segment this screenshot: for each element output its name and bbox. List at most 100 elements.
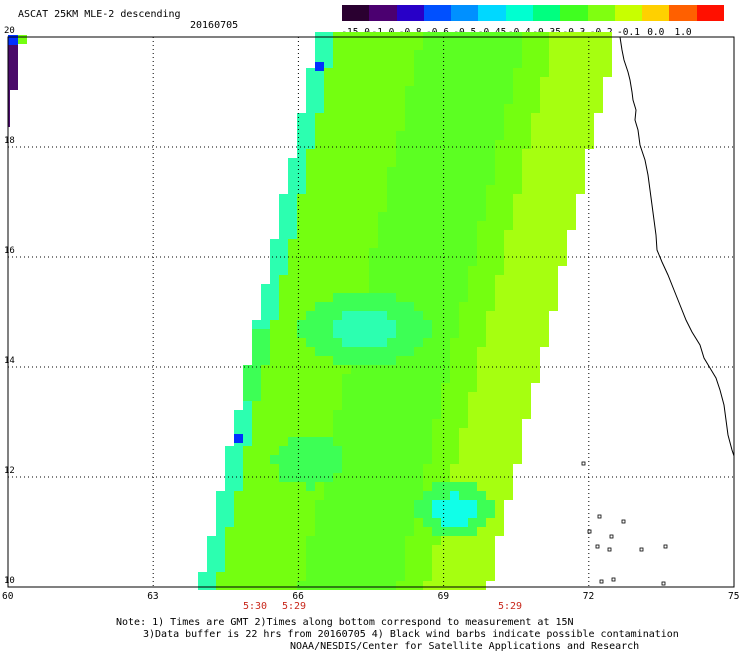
swath-pixel — [351, 239, 360, 248]
swath-pixel — [405, 401, 414, 410]
swath-pixel — [387, 302, 396, 311]
swath-pixel — [270, 347, 279, 356]
swath-pixel — [459, 464, 468, 473]
swath-pixel — [351, 311, 360, 320]
swath-pixel — [432, 329, 441, 338]
swath-pixel — [234, 464, 243, 473]
swath-pixel — [396, 50, 405, 59]
swath-pixel — [297, 167, 306, 176]
swath-pixel — [396, 167, 405, 176]
swath-pixel — [459, 257, 468, 266]
swath-pixel — [324, 212, 333, 221]
swath-pixel — [333, 464, 342, 473]
swath-pixel — [324, 365, 333, 374]
swath-pixel — [333, 581, 342, 590]
swath-pixel — [450, 50, 459, 59]
swath-pixel — [441, 545, 450, 554]
swath-pixel — [225, 572, 234, 581]
swath-pixel — [396, 194, 405, 203]
swath-pixel — [243, 491, 252, 500]
swath-pixel — [378, 545, 387, 554]
swath-pixel — [261, 392, 270, 401]
swath-pixel — [360, 158, 369, 167]
swath-pixel — [486, 392, 495, 401]
swath-pixel — [567, 95, 576, 104]
swath-pixel — [378, 401, 387, 410]
swath-pixel — [459, 212, 468, 221]
swath-pixel — [378, 338, 387, 347]
swath-pixel — [324, 347, 333, 356]
swath-pixel — [540, 320, 549, 329]
swath-pixel — [261, 446, 270, 455]
swath-pixel — [414, 338, 423, 347]
colorbar-segment — [478, 5, 507, 21]
colorbar — [342, 5, 725, 21]
swath-pixel — [270, 491, 279, 500]
swath-pixel — [324, 77, 333, 86]
swath-pixel — [333, 482, 342, 491]
swath-pixel — [495, 167, 504, 176]
swath-pixel — [459, 329, 468, 338]
swath-pixel — [369, 149, 378, 158]
swath-pixel — [504, 266, 513, 275]
swath-pixel — [351, 473, 360, 482]
swath-pixel — [540, 212, 549, 221]
swath-pixel — [504, 50, 513, 59]
swath-pixel — [369, 302, 378, 311]
swath-pixel — [468, 77, 477, 86]
swath-pixel — [459, 176, 468, 185]
swath-pixel — [342, 194, 351, 203]
swath-pixel — [540, 248, 549, 257]
swath-pixel — [225, 491, 234, 500]
swath-pixel — [495, 293, 504, 302]
swath-pixel — [477, 455, 486, 464]
swath-pixel — [405, 230, 414, 239]
swath-pixel — [279, 491, 288, 500]
swath-pixel — [369, 257, 378, 266]
swath-pixel — [378, 347, 387, 356]
swath-pixel — [432, 95, 441, 104]
swath-pixel — [522, 311, 531, 320]
swath-pixel — [432, 437, 441, 446]
swath-pixel — [351, 455, 360, 464]
swath-pixel — [297, 473, 306, 482]
swath-pixel — [450, 104, 459, 113]
swath-pixel — [288, 194, 297, 203]
swath-pixel — [261, 302, 270, 311]
swath-pixel — [405, 284, 414, 293]
swath-pixel — [558, 41, 567, 50]
swath-pixel — [459, 356, 468, 365]
swath-pixel — [450, 437, 459, 446]
swath-pixel — [513, 131, 522, 140]
swath-pixel — [477, 284, 486, 293]
swath-pixel — [414, 266, 423, 275]
swath-pixel — [261, 356, 270, 365]
swath-pixel — [585, 68, 594, 77]
swath-pixel — [414, 77, 423, 86]
swath-pixel — [558, 50, 567, 59]
swath-pixel — [333, 572, 342, 581]
swath-pixel — [279, 239, 288, 248]
inset-pixel — [8, 35, 18, 45]
swath-pixel — [261, 365, 270, 374]
island — [581, 461, 586, 466]
swath-pixel — [441, 95, 450, 104]
swath-pixel — [369, 392, 378, 401]
swath-pixel — [243, 419, 252, 428]
swath-pixel — [378, 203, 387, 212]
swath-pixel — [351, 356, 360, 365]
swath-pixel — [522, 122, 531, 131]
swath-pixel — [270, 545, 279, 554]
swath-pixel — [423, 563, 432, 572]
swath-pixel — [477, 356, 486, 365]
swath-pixel — [297, 275, 306, 284]
swath-pixel — [234, 536, 243, 545]
swath-pixel — [459, 455, 468, 464]
swath-pixel — [414, 482, 423, 491]
swath-pixel — [477, 338, 486, 347]
swath-pixel — [423, 293, 432, 302]
swath-pixel — [405, 347, 414, 356]
swath-pixel — [450, 149, 459, 158]
swath-pixel — [378, 329, 387, 338]
swath-pixel — [360, 86, 369, 95]
